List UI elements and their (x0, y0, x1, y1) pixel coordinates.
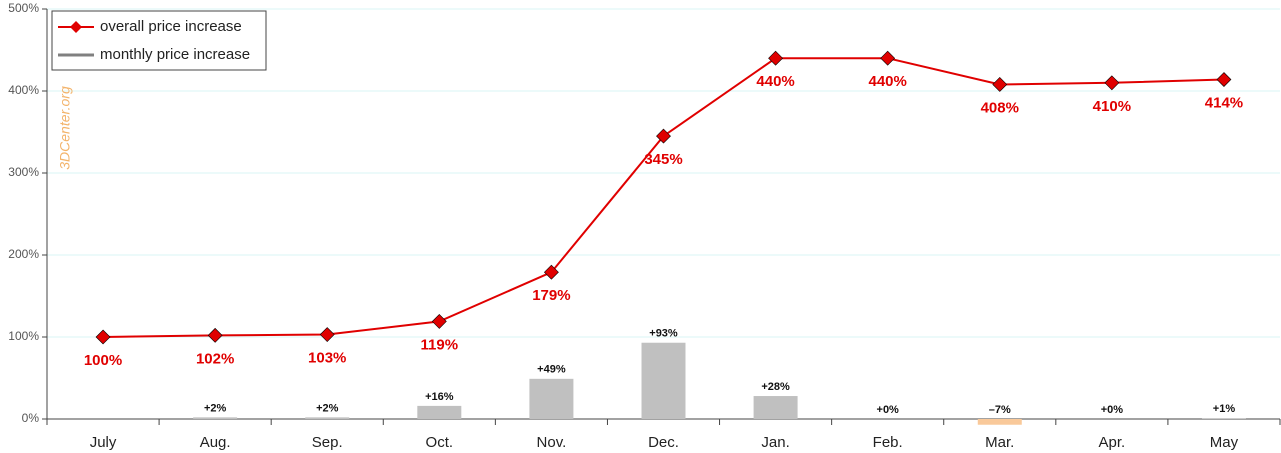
bar-label: –7% (989, 404, 1011, 416)
bar-label: +0% (877, 404, 900, 416)
bar (305, 417, 350, 419)
x-tick-label: Apr. (1099, 434, 1126, 451)
value-label: 119% (421, 336, 459, 353)
bar-label: +16% (425, 391, 454, 403)
bar-label: +2% (204, 402, 227, 414)
y-tick-label: 100% (8, 329, 39, 343)
bar (417, 405, 462, 419)
legend: overall price increase monthly price incr… (51, 10, 267, 71)
value-label: 345% (644, 151, 682, 168)
value-label: 414% (1205, 94, 1243, 111)
value-label: 408% (981, 99, 1019, 116)
bars: +2% +2% +16% +49% +93% +28% +0% –7% +0% +1% (193, 328, 1246, 425)
marker (431, 313, 447, 329)
x-tick-label: Aug. (200, 434, 231, 451)
bar-label: +1% (1213, 403, 1236, 415)
x-tick-label: Jan. (761, 434, 789, 451)
x-tick-label: Dec. (648, 434, 679, 451)
x-tick-label: Feb. (873, 434, 903, 451)
x-tick-label: Nov. (537, 434, 567, 451)
bar (977, 419, 1022, 425)
x-tick-label: Oct. (426, 434, 454, 451)
value-label: 440% (868, 73, 906, 90)
marker (880, 50, 896, 66)
x-tick-label: May (1210, 434, 1239, 451)
y-tick-label: 300% (8, 165, 39, 179)
x-tick-label: July (90, 434, 117, 451)
y-tick-label: 500% (8, 1, 39, 15)
lines: 100% 102% 103% 119% 179% 345% 440% 440% 408% 410%… (84, 50, 1243, 369)
legend-label: monthly price increase (100, 46, 250, 63)
marker (1104, 75, 1120, 91)
marker (656, 128, 671, 144)
bar-label: +49% (537, 364, 566, 376)
y-tick-label: 200% (8, 247, 39, 261)
line (103, 57, 1224, 338)
y-tick-label: 0% (22, 411, 40, 425)
bar-label: +0% (1101, 404, 1124, 416)
value-label: 179% (532, 287, 570, 304)
value-label: 103% (308, 350, 346, 367)
marker (95, 329, 111, 345)
legend-label: overall price increase (100, 18, 242, 35)
bar (753, 396, 798, 419)
watermark: 3DCenter.org (57, 86, 73, 170)
value-label: 440% (756, 73, 794, 90)
marker (1216, 72, 1232, 87)
marker (319, 327, 335, 342)
bar (193, 417, 238, 419)
grid: 0% 100% 200% 300% 400% 500% July Aug. Sep. Oct. No… (8, 1, 1281, 451)
marker (207, 327, 223, 343)
value-label: 410% (1093, 98, 1131, 115)
bar (1201, 418, 1246, 419)
bar-label: +28% (761, 381, 790, 393)
marker (992, 77, 1008, 92)
marker (543, 264, 559, 280)
marker (768, 50, 784, 66)
legend-box (51, 10, 267, 71)
bar (529, 378, 574, 419)
x-tick-label: Sep. (312, 434, 343, 451)
x-tick-label: Mar. (985, 434, 1014, 451)
bar-label: +2% (316, 402, 339, 414)
y-tick-label: 400% (8, 83, 39, 97)
value-label: 102% (196, 350, 234, 367)
legend-marker (70, 21, 82, 33)
bar (641, 342, 686, 419)
value-label: 100% (84, 352, 122, 369)
bar-label: +93% (649, 328, 678, 340)
